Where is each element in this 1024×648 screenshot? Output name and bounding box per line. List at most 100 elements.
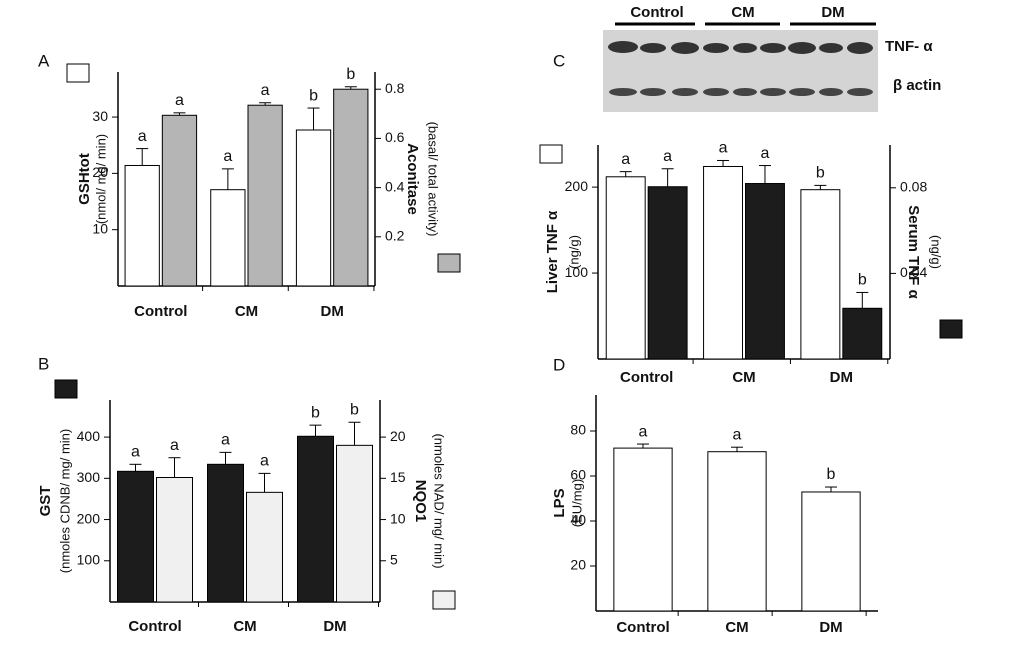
y2-tick-label: 0.4 bbox=[385, 178, 405, 194]
legend-swatch bbox=[432, 590, 456, 610]
legend-swatch bbox=[437, 253, 461, 273]
panel-letter: D bbox=[553, 355, 565, 374]
y-tick-label: 30 bbox=[92, 108, 108, 124]
y-tick-label: 400 bbox=[77, 428, 101, 444]
significance-label: a bbox=[131, 444, 140, 461]
panel-letter: C bbox=[553, 51, 565, 70]
significance-label: b bbox=[346, 66, 355, 83]
significance-label: b bbox=[816, 165, 825, 182]
legend-swatch bbox=[539, 144, 563, 164]
group-label: Control bbox=[630, 4, 683, 21]
x-tick-label: Control bbox=[128, 618, 181, 635]
bar bbox=[613, 447, 673, 612]
western-blot: C Control CM DM TNF- α β actin bbox=[553, 4, 941, 112]
panel-letter: B bbox=[38, 354, 49, 373]
x-tick-label: DM bbox=[321, 303, 344, 320]
x-tick-label: DM bbox=[819, 619, 842, 636]
significance-label: a bbox=[138, 128, 147, 145]
y2-axis-title: Aconitase bbox=[404, 143, 421, 215]
significance-label: b bbox=[858, 272, 867, 289]
significance-label: a bbox=[170, 437, 179, 454]
y2-tick-label: 5 bbox=[390, 551, 398, 567]
y2-axis-title: Serum TNF α bbox=[905, 205, 922, 299]
bar bbox=[707, 451, 767, 612]
x-tick-label: CM bbox=[725, 619, 748, 636]
bar bbox=[124, 164, 160, 287]
legend-swatch bbox=[66, 63, 90, 83]
x-tick-label: CM bbox=[233, 618, 256, 635]
group-label: DM bbox=[821, 4, 844, 21]
significance-label: b bbox=[350, 401, 359, 418]
tnf-bands bbox=[608, 41, 873, 54]
x-tick-label: Control bbox=[620, 369, 673, 386]
x-tick-label: DM bbox=[323, 618, 346, 635]
y-tick-label: 20 bbox=[92, 164, 108, 180]
bar bbox=[842, 307, 883, 360]
band-label: β actin bbox=[893, 77, 941, 94]
y2-tick-label: 20 bbox=[390, 428, 406, 444]
y-tick-label: 10 bbox=[92, 220, 108, 236]
y2-axis-unit: (basal/ total activity) bbox=[426, 122, 441, 237]
y-axis-title: LPS bbox=[551, 488, 568, 517]
bar bbox=[800, 189, 841, 360]
blot-image bbox=[603, 30, 878, 112]
y-axis-unit: (EU/mg) bbox=[569, 479, 584, 527]
y-axis-unit: (nmol/ mg/ min) bbox=[93, 134, 108, 224]
y2-tick-label: 10 bbox=[390, 510, 406, 526]
x-tick-label: DM bbox=[830, 369, 853, 386]
y-tick-label: 80 bbox=[570, 422, 586, 438]
x-tick-label: CM bbox=[732, 369, 755, 386]
y2-tick-label: 15 bbox=[390, 469, 406, 485]
bar bbox=[745, 183, 785, 360]
significance-label: a bbox=[261, 82, 270, 99]
y-tick-label: 200 bbox=[565, 178, 589, 194]
y-tick-label: 300 bbox=[77, 469, 101, 485]
group-label: CM bbox=[731, 4, 754, 21]
bar bbox=[297, 435, 334, 603]
bar bbox=[210, 189, 246, 287]
y-axis-title: GST bbox=[37, 486, 54, 517]
y-axis-title: GSHtot bbox=[76, 153, 93, 205]
y-tick-label: 20 bbox=[570, 557, 586, 573]
bar bbox=[117, 470, 154, 603]
y2-tick-label: 0.04 bbox=[900, 264, 927, 280]
bar bbox=[207, 463, 244, 603]
band-label: TNF- α bbox=[885, 38, 933, 55]
significance-label: a bbox=[621, 151, 630, 168]
bar bbox=[605, 176, 646, 360]
significance-label: a bbox=[639, 423, 648, 440]
significance-label: a bbox=[260, 453, 269, 470]
bar bbox=[336, 444, 373, 603]
significance-label: a bbox=[223, 148, 232, 165]
x-tick-label: Control bbox=[616, 619, 669, 636]
significance-label: b bbox=[827, 466, 836, 483]
y-axis-title: Liver TNF α bbox=[544, 210, 561, 293]
x-tick-label: CM bbox=[235, 303, 258, 320]
y-axis-unit: (ng/g) bbox=[566, 235, 581, 269]
y-tick-label: 100 bbox=[77, 551, 101, 567]
significance-label: a bbox=[663, 148, 672, 165]
bar bbox=[703, 165, 743, 360]
bar bbox=[295, 129, 332, 287]
significance-label: a bbox=[733, 426, 742, 443]
significance-label: a bbox=[221, 432, 230, 449]
significance-label: b bbox=[309, 87, 318, 104]
legend-swatch bbox=[54, 379, 78, 399]
bar bbox=[156, 477, 193, 603]
bar bbox=[801, 491, 861, 612]
y-axis-unit: (nmoles CDNB/ mg/ min) bbox=[57, 429, 72, 573]
bar bbox=[647, 186, 688, 360]
significance-label: b bbox=[311, 404, 320, 421]
y2-tick-label: 0.08 bbox=[900, 179, 927, 195]
x-tick-label: Control bbox=[134, 303, 187, 320]
y-tick-label: 100 bbox=[565, 264, 589, 280]
y2-tick-label: 0.2 bbox=[385, 228, 405, 244]
significance-label: a bbox=[719, 140, 728, 157]
legend-swatch bbox=[939, 319, 963, 339]
bar bbox=[333, 88, 369, 287]
significance-label: a bbox=[761, 145, 770, 162]
y2-axis-unit: (ng/g) bbox=[929, 235, 944, 269]
significance-label: a bbox=[175, 92, 184, 109]
y2-tick-label: 0.6 bbox=[385, 129, 405, 145]
